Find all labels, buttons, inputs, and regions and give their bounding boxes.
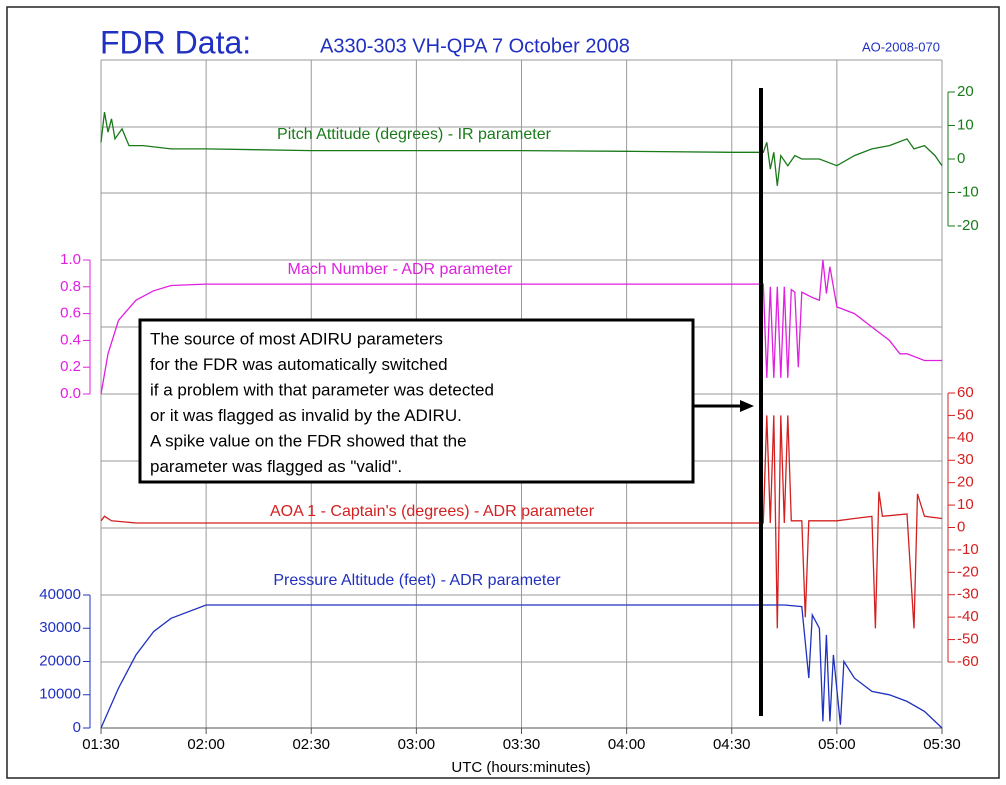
annotation-line: parameter was flagged as "valid". bbox=[150, 457, 402, 476]
x-tick-label: 01:30 bbox=[82, 736, 120, 753]
y-tick-label: 1.0 bbox=[60, 251, 81, 268]
x-tick-label: 04:00 bbox=[608, 736, 646, 753]
arrow-head bbox=[740, 400, 754, 412]
y-tick-label: 0 bbox=[957, 150, 965, 167]
series-label: Pitch Attitude (degrees) - IR parameter bbox=[277, 126, 552, 143]
series-line bbox=[100, 259, 942, 395]
y-tick-label: 60 bbox=[957, 384, 974, 401]
y-tick-label: 20 bbox=[957, 83, 974, 100]
series-line bbox=[100, 604, 943, 729]
y-tick-label: -60 bbox=[957, 653, 979, 670]
x-tick-label: 03:00 bbox=[398, 736, 436, 753]
series-label: Mach Number - ADR parameter bbox=[288, 261, 514, 278]
y-tick-label: 50 bbox=[957, 406, 974, 423]
y-tick-label: -40 bbox=[957, 608, 979, 625]
annotation-line: for the FDR was automatically switched bbox=[150, 355, 448, 374]
y-tick-label: 30 bbox=[957, 451, 974, 468]
chart-title: FDR Data: bbox=[100, 24, 251, 60]
report-id: AO-2008-070 bbox=[862, 39, 940, 54]
y-tick-label: -30 bbox=[957, 586, 979, 603]
y-tick-label: 0.0 bbox=[60, 385, 81, 402]
y-tick-label: 0.6 bbox=[60, 305, 81, 322]
x-axis-title: UTC (hours:minutes) bbox=[451, 759, 590, 776]
x-tick-label: 05:00 bbox=[818, 736, 856, 753]
y-tick-label: 40000 bbox=[39, 586, 81, 603]
x-tick-label: 02:30 bbox=[292, 736, 330, 753]
series-line bbox=[100, 415, 943, 629]
y-tick-label: 0.4 bbox=[60, 331, 81, 348]
series-label: AOA 1 - Captain's (degrees) - ADR parame… bbox=[270, 503, 595, 520]
y-tick-label: -20 bbox=[957, 563, 979, 580]
y-tick-label: 0 bbox=[957, 518, 965, 535]
y-tick-label: 0.8 bbox=[60, 278, 81, 295]
y-tick-label: 0.2 bbox=[60, 358, 81, 375]
annotation-line: The source of most ADIRU parameters bbox=[150, 329, 443, 348]
y-tick-label: 20000 bbox=[39, 652, 81, 669]
series-label: Pressure Altitude (feet) - ADR parameter bbox=[273, 572, 561, 589]
y-tick-label: -20 bbox=[957, 217, 979, 234]
chart-subtitle: A330-303 VH-QPA 7 October 2008 bbox=[320, 35, 630, 57]
x-tick-label: 04:30 bbox=[713, 736, 751, 753]
y-tick-label: 10000 bbox=[39, 686, 81, 703]
x-tick-label: 05:30 bbox=[923, 736, 961, 753]
y-tick-label: 40 bbox=[957, 429, 974, 446]
annotation-box bbox=[138, 318, 695, 484]
y-tick-label: -10 bbox=[957, 541, 979, 558]
annotation-line: A spike value on the FDR showed that the bbox=[150, 431, 467, 450]
frame bbox=[6, 6, 1000, 779]
annotation-line: or it was flagged as invalid by the ADIR… bbox=[150, 406, 462, 425]
y-tick-label: 0 bbox=[73, 719, 81, 736]
y-tick-label: 10 bbox=[957, 496, 974, 513]
y-tick-label: 10 bbox=[957, 116, 974, 133]
series-line bbox=[100, 111, 943, 186]
y-tick-label: 20 bbox=[957, 474, 974, 491]
annotation-line: if a problem with that parameter was det… bbox=[150, 380, 494, 399]
y-tick-label: 30000 bbox=[39, 619, 81, 636]
y-tick-label: -50 bbox=[957, 631, 979, 648]
x-tick-label: 03:30 bbox=[503, 736, 541, 753]
x-tick-label: 02:00 bbox=[187, 736, 225, 753]
y-tick-label: -10 bbox=[957, 183, 979, 200]
